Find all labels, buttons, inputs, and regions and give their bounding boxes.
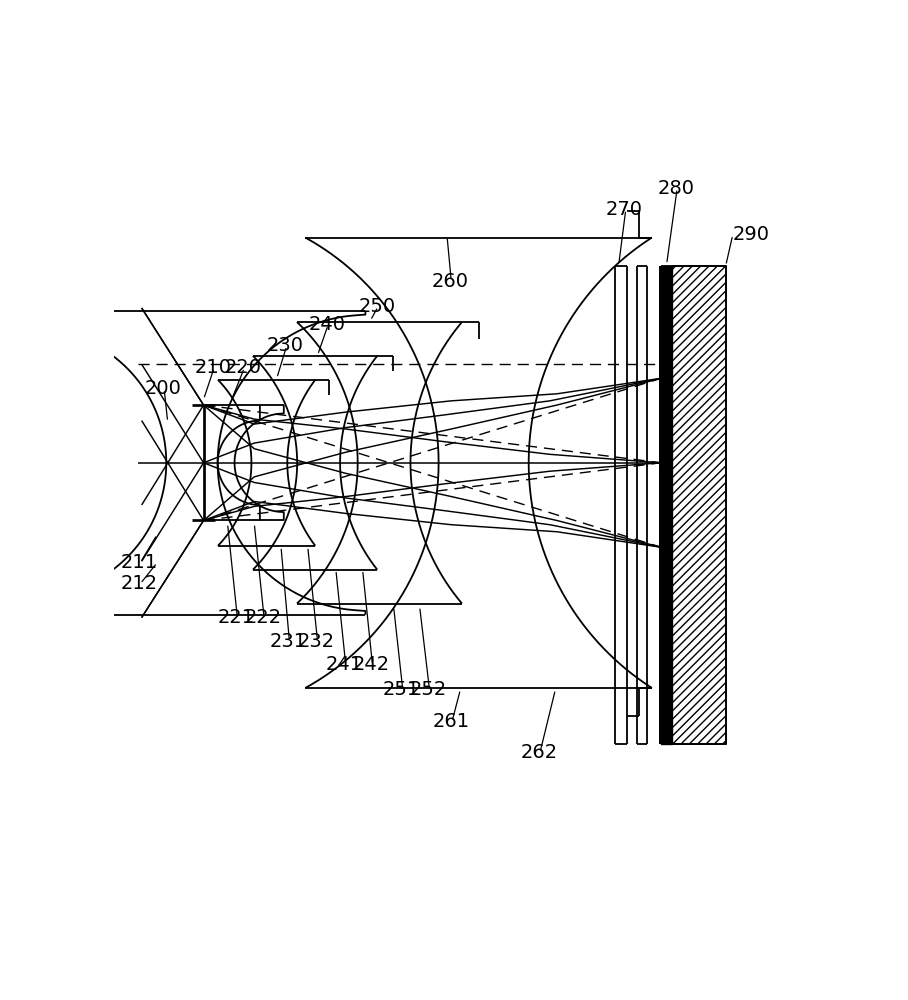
Text: 210: 210: [194, 358, 232, 377]
Bar: [672, 266, 725, 744]
Text: 261: 261: [432, 712, 469, 731]
Text: 221: 221: [218, 608, 255, 627]
Text: 250: 250: [359, 297, 396, 316]
Text: 260: 260: [431, 272, 469, 291]
Text: 262: 262: [520, 743, 558, 762]
Text: 211: 211: [121, 553, 158, 572]
Text: 230: 230: [267, 336, 304, 355]
Text: 212: 212: [121, 574, 158, 593]
Text: 231: 231: [270, 632, 307, 651]
Text: 220: 220: [224, 358, 262, 377]
Text: 240: 240: [309, 315, 345, 334]
Text: 280: 280: [657, 179, 695, 198]
Text: 232: 232: [298, 632, 335, 651]
Text: 270: 270: [607, 200, 643, 219]
Text: 252: 252: [410, 680, 447, 699]
Text: 222: 222: [244, 608, 281, 627]
Text: 241: 241: [326, 655, 363, 674]
Text: 242: 242: [353, 655, 390, 674]
Text: 200: 200: [144, 379, 182, 398]
Text: 251: 251: [383, 680, 420, 699]
Text: 290: 290: [733, 225, 770, 244]
